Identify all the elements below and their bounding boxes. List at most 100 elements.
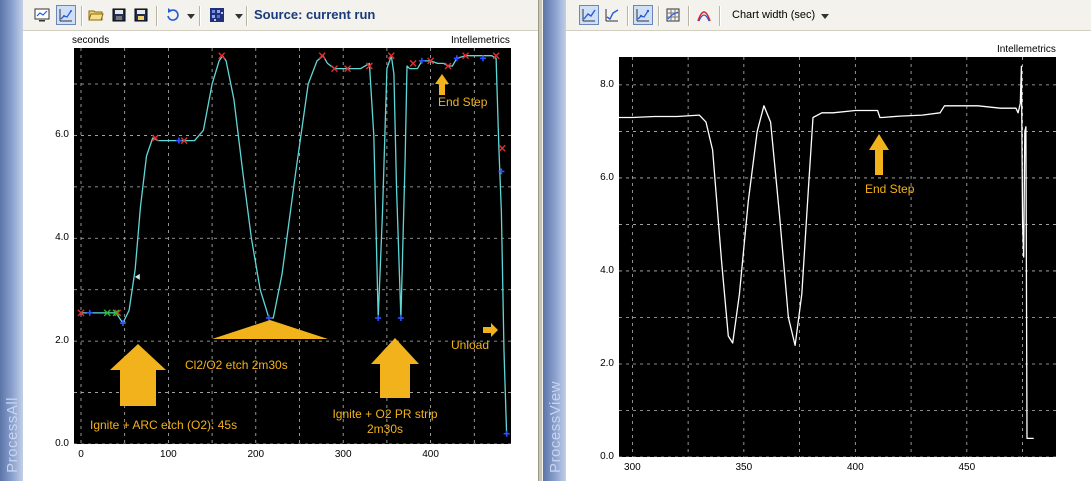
line-chart-alt-icon[interactable] [602, 5, 622, 25]
x-tick-label: 100 [160, 449, 177, 460]
marker-plus [503, 430, 510, 437]
marker-x [151, 134, 159, 142]
y-tick-label: 2.0 [600, 357, 614, 369]
y-unit-label: seconds [72, 35, 110, 46]
marker-x [492, 52, 500, 60]
y-tick-label: 4.0 [600, 264, 614, 276]
marker-x [462, 52, 470, 60]
process-all-chart-svg [74, 48, 511, 444]
marker-plus [86, 309, 93, 316]
curve-fit-icon[interactable] [694, 5, 714, 25]
y-tick-label: 4.0 [55, 232, 69, 244]
toolbar-separator [156, 6, 158, 26]
marker-plus [175, 137, 182, 144]
series-line-0 [619, 65, 1034, 440]
marker-x [409, 59, 417, 67]
marker-plus [375, 315, 382, 321]
toolbar-separator [199, 6, 201, 26]
brand-label-right: Intellemetrics [997, 44, 1056, 55]
chart-width-label[interactable]: Chart width (sec) [732, 9, 816, 21]
marker-green [103, 309, 111, 317]
marker-x [180, 137, 188, 145]
annotation-ignite-arc: Ignite + ARC etch (O2): 45s [90, 418, 238, 432]
marker-plus [397, 315, 404, 321]
arrow-end-step-right [869, 134, 889, 175]
marker-x [444, 62, 452, 70]
right-annotation-arrows [869, 134, 889, 175]
left-annotation-arrows [110, 74, 498, 406]
marker-x [387, 52, 395, 60]
arrow-cl2-o2 [212, 320, 328, 339]
toolbar-separator [719, 6, 721, 26]
refresh-dropdown-caret[interactable] [187, 14, 195, 19]
x-tick-label: 450 [958, 462, 976, 473]
line-chart-icon[interactable] [579, 5, 599, 25]
toolbar-separator [246, 6, 248, 26]
grid-chart-icon[interactable] [663, 5, 683, 25]
marker-plus [265, 315, 272, 321]
process-view-panel: ProcessView Chart width (sec) Intellemet… [543, 0, 1091, 481]
marker-arrow [134, 273, 140, 280]
marker-plus [498, 168, 505, 175]
annotation-ignite-o2-line1: Ignite + O2 PR strip [332, 407, 438, 421]
marker-x [365, 62, 373, 70]
arrow-unload [483, 323, 498, 337]
arrow-end-step-left [435, 74, 449, 95]
marker-plus [119, 320, 126, 327]
chart-zoom-icon[interactable] [56, 5, 76, 25]
save-as-icon[interactable] [131, 5, 151, 25]
annotation-unload: Unload [451, 338, 490, 352]
source-label: Source: current run [254, 7, 376, 22]
arrow-ignite-arc [110, 344, 166, 406]
process-all-side-strip: ProcessAll [0, 0, 23, 481]
brand-label: Intellemetrics [451, 35, 510, 46]
y-tick-label: 8.0 [600, 78, 614, 90]
marker-plus [453, 55, 460, 62]
marker-x [114, 309, 122, 317]
x-tick-label: 200 [247, 449, 265, 460]
process-all-panel: ProcessAll Source: current run sec [0, 0, 538, 481]
marker-green [112, 309, 120, 317]
annotation-end-step-left: End Step [438, 95, 488, 109]
process-view-side-strip: ProcessView [543, 0, 566, 481]
toolbar-separator [658, 6, 660, 26]
x-tick-label: 300 [334, 449, 352, 460]
marker-plus [480, 55, 487, 62]
marker-x [77, 309, 85, 317]
toolbar-separator [627, 6, 629, 26]
x-tick-label: 400 [846, 462, 864, 473]
y-tick-label: 6.0 [600, 171, 614, 183]
process-view-chart-svg [619, 57, 1056, 457]
panel-splitter[interactable] [538, 0, 543, 481]
color-palette-icon[interactable] [207, 5, 227, 25]
open-folder-icon[interactable] [86, 5, 106, 25]
marker-x [330, 65, 338, 73]
scatter-chart-icon[interactable] [633, 5, 653, 25]
x-tick-label: 0 [78, 449, 84, 460]
y-tick-label: 6.0 [55, 129, 69, 141]
annotation-end-step-right: End Step [865, 182, 915, 196]
left-toolbar: Source: current run [23, 0, 538, 31]
y-tick-label: 0.0 [55, 438, 69, 449]
series-line-0 [81, 55, 508, 434]
y-tick-label: 0.0 [600, 451, 614, 462]
monitor-icon[interactable] [32, 5, 52, 25]
toolbar-separator [81, 6, 83, 26]
refresh-icon[interactable] [163, 5, 183, 25]
marker-x [498, 144, 506, 152]
x-tick-label: 400 [422, 449, 439, 460]
right-toolbar: Chart width (sec) [566, 0, 1091, 31]
arrow-ignite-o2 [371, 338, 419, 398]
annotation-ignite-o2-strip: Ignite + O2 PR strip 2m30s [325, 407, 445, 437]
annotation-cl2-o2-etch: Cl2/O2 etch 2m30s [185, 358, 288, 372]
toolbar-separator [688, 6, 690, 26]
process-view-chart[interactable] [619, 57, 1056, 457]
save-icon[interactable] [109, 5, 129, 25]
palette-dropdown-caret[interactable] [235, 14, 243, 19]
marker-plus [418, 57, 425, 64]
x-tick-label: 350 [735, 462, 753, 473]
chart-width-dropdown-caret[interactable] [821, 14, 829, 19]
marker-x [318, 52, 326, 60]
marker-x [427, 57, 435, 65]
x-tick-label: 300 [624, 462, 641, 473]
